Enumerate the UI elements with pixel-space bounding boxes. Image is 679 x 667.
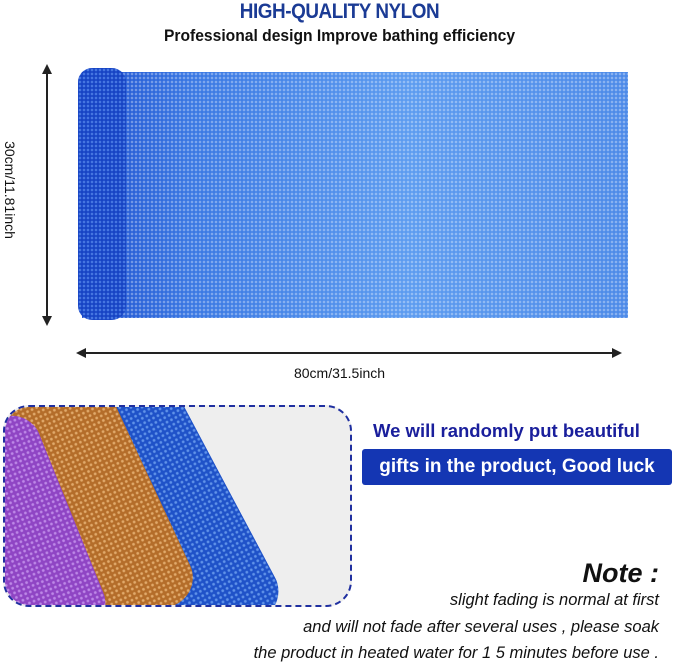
height-dimension-line (46, 74, 48, 318)
note-line: the product in heated water for 1 5 minu… (253, 644, 659, 662)
cloth-roll-image (78, 68, 126, 320)
note-line: slight fading is normal at first (449, 591, 659, 609)
color-rolls-photo (3, 405, 352, 607)
blue-mesh-cloth-image (82, 72, 628, 318)
width-dimension-line (84, 352, 614, 354)
gift-message-banner: gifts in the product, Good luck (362, 449, 672, 485)
height-label: 30cm/11.81inch (2, 141, 18, 239)
width-label: 80cm/31.5inch (293, 365, 386, 381)
arrow-left-icon (76, 348, 86, 358)
arrow-down-icon (42, 316, 52, 326)
arrow-up-icon (42, 64, 52, 74)
note-line: and will not fade after several uses , p… (303, 618, 659, 636)
arrow-right-icon (612, 348, 622, 358)
page-title: HIGH-QUALITY NYLON (239, 0, 440, 23)
note-heading: Note : (582, 558, 660, 588)
page-subtitle: Professional design Improve bathing effi… (163, 26, 516, 45)
gift-message-line1: We will randomly put beautiful (373, 420, 640, 441)
